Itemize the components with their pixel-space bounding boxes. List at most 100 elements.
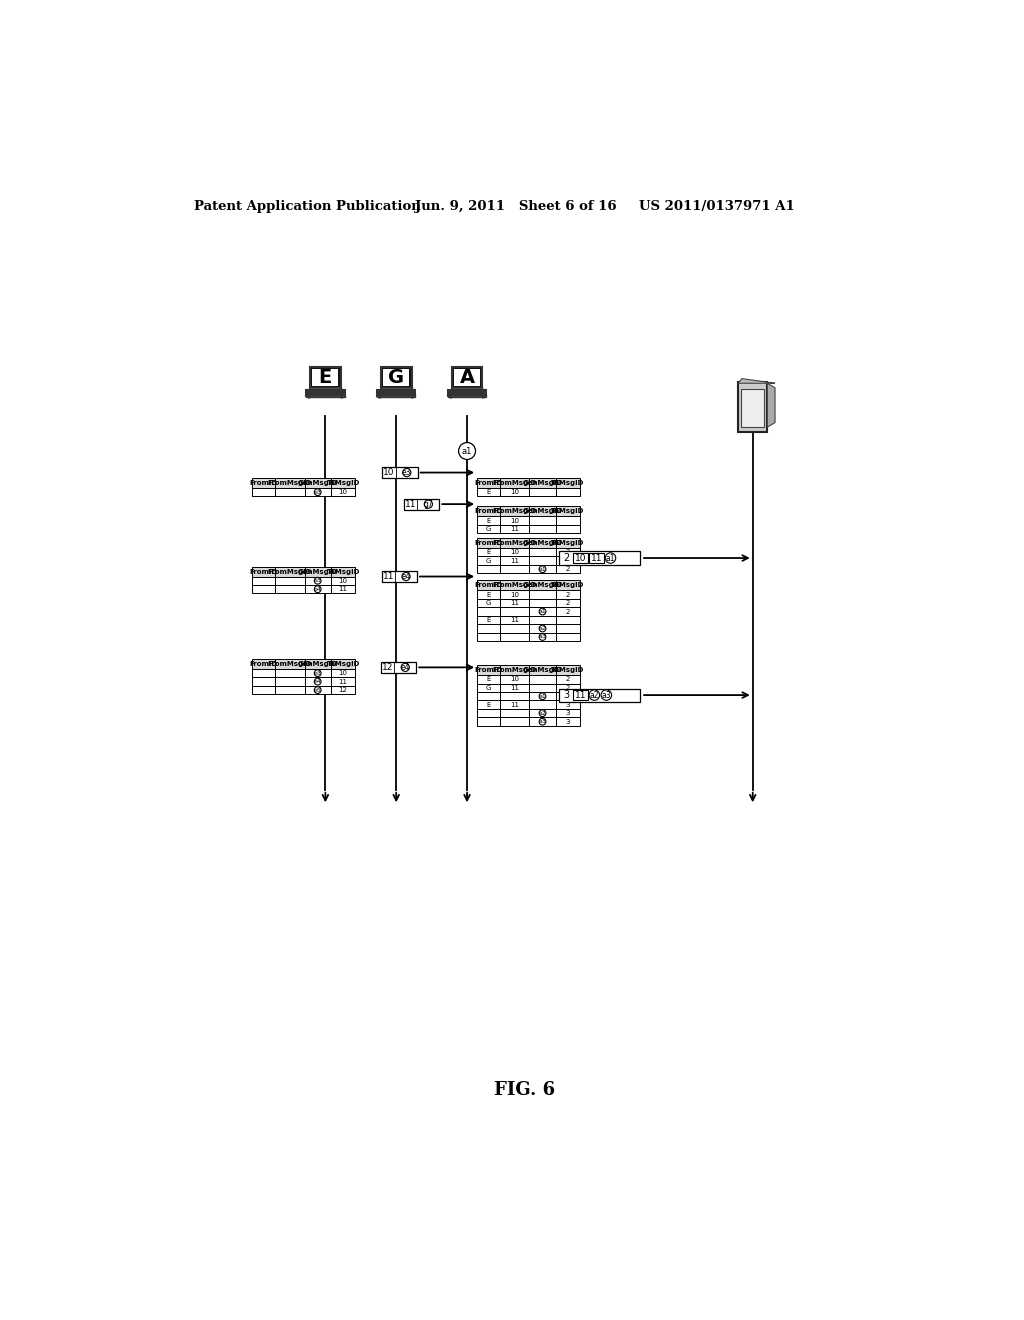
Bar: [275, 566, 304, 577]
Circle shape: [539, 693, 546, 700]
Text: 2: 2: [565, 591, 570, 598]
Text: 2: 2: [565, 609, 570, 615]
Bar: [477, 684, 500, 692]
Bar: [589, 553, 604, 564]
Bar: [559, 552, 640, 565]
Circle shape: [601, 690, 611, 701]
Bar: [529, 507, 556, 516]
Bar: [556, 548, 581, 557]
Bar: [556, 607, 581, 615]
Bar: [381, 663, 416, 673]
Circle shape: [481, 396, 484, 399]
Bar: [252, 478, 275, 488]
Bar: [477, 718, 500, 726]
Bar: [382, 467, 418, 478]
Text: 3: 3: [565, 702, 570, 708]
Bar: [383, 370, 410, 387]
Bar: [477, 675, 500, 684]
Circle shape: [424, 500, 432, 508]
Bar: [275, 669, 304, 677]
Text: 2: 2: [565, 676, 570, 682]
Text: 2: 2: [565, 549, 570, 556]
Bar: [556, 539, 581, 548]
Text: E: E: [486, 676, 490, 682]
Text: 11: 11: [510, 685, 519, 690]
Text: E: E: [486, 517, 490, 524]
Text: a3: a3: [539, 719, 547, 725]
Circle shape: [401, 663, 410, 672]
Bar: [452, 367, 482, 388]
Text: 11: 11: [510, 702, 519, 708]
Text: G: G: [486, 601, 492, 606]
Bar: [312, 370, 339, 387]
Text: 2: 2: [565, 558, 570, 564]
Text: Patent Application Publication: Patent Application Publication: [194, 199, 421, 213]
Circle shape: [539, 566, 546, 573]
Circle shape: [539, 609, 546, 615]
Text: G: G: [486, 685, 492, 690]
Text: G: G: [486, 527, 492, 532]
Bar: [381, 367, 412, 388]
Text: G: G: [388, 368, 404, 387]
Text: a2: a2: [539, 626, 547, 631]
Text: 11: 11: [510, 601, 519, 606]
Text: 10: 10: [339, 671, 347, 676]
Text: ToMsgID: ToMsgID: [551, 480, 585, 486]
Bar: [529, 607, 556, 615]
Text: FromID: FromID: [250, 661, 278, 667]
Bar: [500, 565, 529, 573]
Text: ToMsgID: ToMsgID: [551, 667, 585, 673]
Circle shape: [589, 690, 600, 701]
Text: 11: 11: [339, 586, 347, 593]
Text: E: E: [318, 368, 332, 387]
Bar: [252, 659, 275, 669]
Text: E: E: [486, 549, 490, 556]
Bar: [529, 599, 556, 607]
Text: 11: 11: [510, 558, 519, 564]
Bar: [556, 692, 581, 701]
Bar: [275, 478, 304, 488]
Text: US 2011/0137971 A1: US 2011/0137971 A1: [639, 199, 795, 213]
Bar: [331, 686, 355, 694]
Text: a1: a1: [462, 446, 472, 455]
Circle shape: [539, 634, 546, 640]
Bar: [477, 548, 500, 557]
Bar: [310, 367, 341, 388]
Text: 2: 2: [565, 693, 570, 700]
Text: e4: e4: [313, 678, 322, 684]
Circle shape: [314, 669, 322, 677]
Bar: [556, 488, 581, 496]
Text: FromMsgID: FromMsgID: [267, 480, 312, 486]
Text: a3: a3: [539, 635, 547, 639]
Circle shape: [605, 553, 615, 564]
Circle shape: [314, 488, 322, 495]
Bar: [447, 391, 486, 396]
Polygon shape: [767, 383, 775, 428]
Bar: [477, 557, 500, 565]
Circle shape: [402, 469, 411, 477]
Text: 12: 12: [382, 663, 393, 672]
Bar: [304, 686, 331, 694]
Circle shape: [340, 396, 343, 399]
Bar: [500, 590, 529, 599]
Text: FromID: FromID: [250, 480, 278, 486]
Bar: [477, 599, 500, 607]
Bar: [331, 669, 355, 677]
Text: ToMsgID: ToMsgID: [551, 508, 585, 515]
Circle shape: [314, 586, 322, 593]
Text: a1: a1: [606, 553, 615, 562]
Bar: [477, 701, 500, 709]
Bar: [500, 701, 529, 709]
Text: GenMsgID: GenMsgID: [522, 582, 562, 589]
Text: FromMsgID: FromMsgID: [267, 661, 312, 667]
Bar: [529, 718, 556, 726]
Bar: [452, 387, 482, 391]
Bar: [556, 525, 581, 533]
Text: 10: 10: [510, 591, 519, 598]
Bar: [477, 539, 500, 548]
Circle shape: [459, 442, 475, 459]
Bar: [500, 607, 529, 615]
Bar: [275, 686, 304, 694]
Text: ToMsgID: ToMsgID: [551, 540, 585, 546]
Bar: [304, 566, 331, 577]
